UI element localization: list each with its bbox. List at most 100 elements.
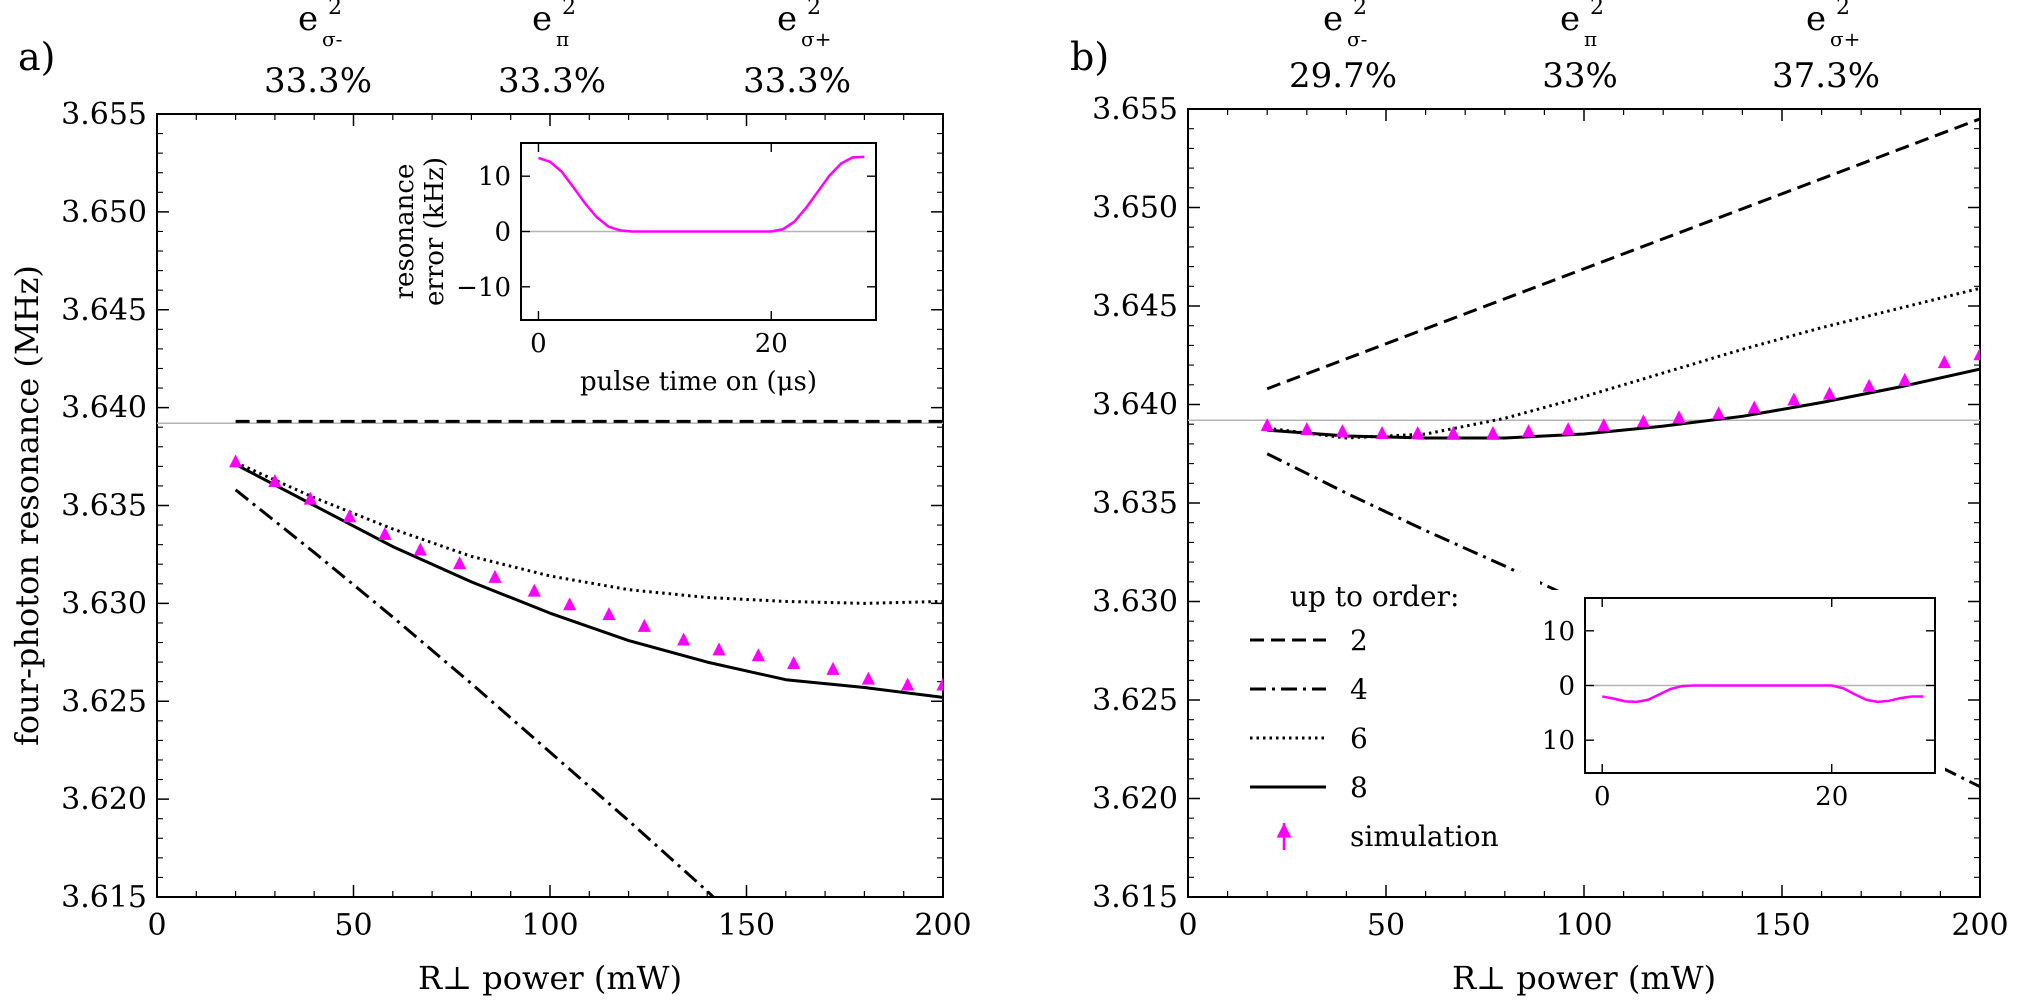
legend-entry-label: 6 xyxy=(1350,722,1368,755)
inset-y-tick-label: −10 xyxy=(456,273,511,303)
x-axis-label: R⊥ power (mW) xyxy=(418,959,682,997)
simulation-marker xyxy=(826,661,840,675)
simulation-marker xyxy=(1561,422,1575,436)
x-tick-label: 150 xyxy=(1753,908,1810,943)
polarization-label: e 2 π 33.3% xyxy=(498,0,606,101)
inset-error-curve xyxy=(1601,684,1924,704)
x-tick-label: 150 xyxy=(718,908,775,943)
y-tick-label: 3.620 xyxy=(1092,782,1178,817)
inset-x-tick-label: 20 xyxy=(755,329,788,359)
legend-title: up to order: xyxy=(1290,580,1459,613)
y-tick-label: 3.625 xyxy=(61,684,147,719)
inset-x-axis-label: pulse time on (μs) xyxy=(580,367,817,397)
polarization-symbol: e xyxy=(1560,0,1580,39)
x-tick-label: 0 xyxy=(1178,908,1197,943)
polarization-symbol: e xyxy=(1806,0,1826,39)
y-tick-label: 3.615 xyxy=(1092,880,1178,915)
y-tick-label: 3.640 xyxy=(1092,388,1178,423)
polarization-subscript: σ- xyxy=(322,27,342,51)
simulation-marker xyxy=(1822,386,1837,400)
inset-error-curve xyxy=(538,155,865,233)
y-tick-label: 3.655 xyxy=(61,97,147,132)
y-tick-label: 3.650 xyxy=(1092,191,1178,226)
simulation-marker xyxy=(413,542,427,556)
polarization-subscript: σ- xyxy=(1347,27,1367,51)
y-tick-label: 3.650 xyxy=(61,195,147,230)
simulation-marker xyxy=(488,569,502,583)
inset-y-tick-label: 0 xyxy=(494,218,511,248)
legend-background xyxy=(1240,572,1540,872)
simulation-marker xyxy=(1335,424,1349,438)
y-tick-label: 3.635 xyxy=(61,489,147,524)
simulation-marker xyxy=(378,526,392,540)
inset-chart: 0 20 −10 0 10 pulse time on (μs) resonance erro… xyxy=(390,135,886,397)
simulation-marker xyxy=(1597,418,1611,432)
simulation-marker xyxy=(563,597,577,611)
polarization-percentage: 29.7% xyxy=(1289,56,1397,96)
simulation-marker xyxy=(861,671,875,685)
y-tick-label: 3.645 xyxy=(61,293,147,328)
simulation-marker xyxy=(527,583,541,597)
polarization-superscript: 2 xyxy=(1590,0,1604,20)
series-order-2 xyxy=(1266,117,1980,391)
x-tick-label: 50 xyxy=(334,908,372,943)
simulation-marker xyxy=(751,648,765,662)
simulation-marker xyxy=(1446,426,1460,440)
polarization-superscript: 2 xyxy=(328,0,342,20)
simulation-marker xyxy=(1672,410,1686,424)
simulation-marker xyxy=(229,454,243,468)
simulation-marker xyxy=(453,556,467,570)
inset-y-axis-label: error (kHz) xyxy=(420,157,450,306)
polarization-percentage: 33.3% xyxy=(498,61,606,101)
inset-background xyxy=(451,135,886,332)
polarization-label: e 2 σ+ 37.3% xyxy=(1772,0,1880,96)
y-tick-label: 3.635 xyxy=(1092,486,1178,521)
series-order-6 xyxy=(234,461,943,605)
polarization-subscript: σ+ xyxy=(801,27,831,51)
y-axis-label: four-photon resonance (MHz) xyxy=(8,265,46,746)
polarization-percentage: 37.3% xyxy=(1772,56,1880,96)
simulation-marker xyxy=(1712,406,1726,420)
x-tick-label: 100 xyxy=(1555,908,1612,943)
simulation-marker xyxy=(1375,426,1389,440)
simulation-marker xyxy=(602,607,616,621)
simulation-marker xyxy=(1787,392,1801,406)
simulation-marker xyxy=(1260,418,1274,432)
polarization-percentage: 33.3% xyxy=(743,61,851,101)
y-tick-label: 3.625 xyxy=(1092,683,1178,718)
simulation-marker xyxy=(712,642,726,656)
polarization-label: e 2 σ+ 33.3% xyxy=(743,0,851,101)
simulation-marker xyxy=(1862,378,1876,392)
simulation-marker xyxy=(268,474,282,487)
simulation-marker xyxy=(1411,426,1425,440)
inset-y-tick-label: 0 xyxy=(1558,672,1575,702)
legend-entry-label: 4 xyxy=(1350,673,1368,706)
inset-y-tick-label: 10 xyxy=(478,162,511,192)
simulation-marker xyxy=(1300,422,1314,436)
x-tick-label: 200 xyxy=(914,908,971,943)
polarization-superscript: 2 xyxy=(1353,0,1367,20)
y-tick-label: 3.640 xyxy=(61,391,147,426)
polarization-symbol: e xyxy=(298,0,318,39)
plot-area xyxy=(157,419,943,897)
series-order-8 xyxy=(1267,367,1980,440)
inset-x-tick-label: 0 xyxy=(1594,782,1611,812)
polarization-superscript: 2 xyxy=(1836,0,1850,20)
legend: up to order: 2 4 6 8 simulation xyxy=(1240,572,1540,872)
simulation-marker xyxy=(1898,372,1912,386)
polarization-label: e 2 σ- 33.3% xyxy=(264,0,372,101)
simulation-marker xyxy=(1636,414,1650,428)
inset-x-tick-label: 0 xyxy=(530,329,547,359)
x-tick-label: 200 xyxy=(1951,908,2008,943)
simulation-marker xyxy=(1486,426,1500,440)
y-tick-label: 3.655 xyxy=(1092,92,1178,127)
legend-entry-label: simulation xyxy=(1350,820,1499,853)
simulation-marker xyxy=(1747,400,1761,414)
simulation-marker xyxy=(936,677,943,691)
simulation-marker xyxy=(637,618,651,632)
inset-background xyxy=(1515,590,1945,785)
polarization-subscript: π xyxy=(1584,27,1597,51)
